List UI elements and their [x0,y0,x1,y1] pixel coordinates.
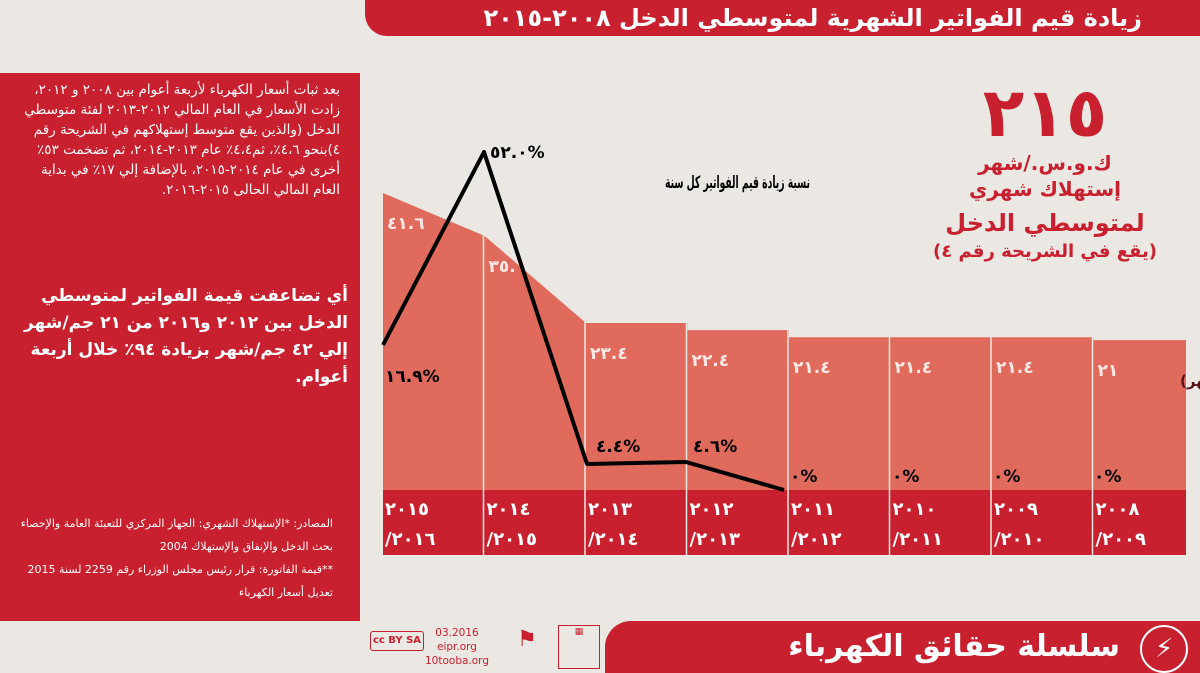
year-tick-bottom: /٢٠١٣ [690,529,741,550]
consumption-unit: ك.و.س./شهر [978,151,1112,175]
increase-value-label: ٠% [993,467,1020,487]
increase-value-label: ٠% [892,467,919,487]
year-tick-bottom: /٢٠١٤ [588,529,639,550]
year-tick-bottom: /٢٠١٢ [791,529,842,550]
footer-banner: سلسلة حقائق الكهرباء ⚡ [605,621,1200,673]
bill-value-label: ٢١.٤ [895,358,933,378]
consumption-value: ٢١٥ [982,74,1108,153]
eipr-logo: ⚑ [517,627,537,652]
increase-value-label: ٤.٤% [596,437,640,457]
bill-series-label: قيم الفواتير (جم/شهر) [1180,372,1200,390]
year-tick-bottom: /٢٠١١ [893,529,944,550]
year-tick-top: ٢٠١٤ [487,499,531,520]
increase-value-label: ٠% [790,467,817,487]
footer: cc BY SA 03.2016 eipr.org 10tooba.org ⚑ … [360,621,1200,673]
left-panel [0,73,360,621]
bill-value-label: ٣٥.٦ [489,257,527,277]
intro-text: بعد ثبات أسعار الكهرباء لأربعة أعوام بين… [24,82,340,198]
cc-license-icon[interactable]: cc BY SA [370,631,424,651]
title-bar: زيادة قيم الفواتير الشهرية لمتوسطي الدخل… [365,0,1200,36]
year-tick-bottom: /٢٠١٦ [385,529,436,550]
consumption-box: ٢١٥ ك.و.س./شهر إستهلاك شهري لمتوسطي الدخ… [900,78,1190,264]
year-tick-bottom: /٢٠٠٩ [1096,529,1147,550]
page-title: زيادة قيم الفواتير الشهرية لمتوسطي الدخل… [483,4,1143,32]
consumption-label: إستهلاك شهري [968,177,1121,201]
bill-chart: ٤١.٦ ٣٥.٦ ٢٣.٤ ٢٢.٤ ٢١.٤ ٢١.٤ ٢١.٤ ٢١ قيم الفوات… [381,143,1200,555]
year-tick-top: ٢٠١٣ [588,499,632,520]
source-bill: **قيمة الفاتورة: قرار رئيس مجلس الوزراء … [27,563,333,599]
year-tick-bottom: /٢٠١٠ [994,529,1045,550]
bill-value-label: ٢٣.٤ [590,344,628,364]
year-tick-bottom: /٢٠١٥ [487,529,538,550]
bill-value-label: ٢١ [1098,361,1119,381]
year-tick-top: ٢٠٠٨ [1096,499,1140,520]
bill-value-label: ٢١.٤ [996,358,1034,378]
increase-value-label: ٤.٦% [693,437,737,457]
increase-line [381,150,785,492]
footer-date: 03.2016 [435,627,479,639]
footer-meta: 03.2016 eipr.org 10tooba.org [425,626,489,668]
increase-value-label: ١٦.٩% [385,367,440,387]
bill-value-label: ٤١.٦ [387,214,425,234]
year-tick-top: ٢٠١٥ [385,499,429,520]
year-axis-bar [383,490,1186,555]
consumption-group: لمتوسطي الدخل [945,209,1145,237]
footer-site-eipr[interactable]: eipr.org [437,641,477,653]
source-consumption: المصادر: *الإستهلاك الشهري: الجهاز المرك… [20,517,333,553]
sources: المصادر: *الإستهلاك الشهري: الجهاز المرك… [8,512,333,604]
footer-site-tooba[interactable]: 10tooba.org [425,655,489,667]
bill-area [383,193,1186,490]
consumption-note: (يقع في الشريحة رقم ٤) [933,241,1157,262]
increase-value-label: ٠% [1094,467,1121,487]
bill-value-label: ٢٢.٤ [692,351,730,371]
year-tick-top: ٢٠١١ [791,499,835,520]
tooba-logo: ▦ [558,625,600,669]
summary-text: أي تضاعفت قيمة الفواتير لمتوسطي الدخل بي… [23,286,348,387]
year-tick-top: ٢٠٠٩ [994,499,1038,520]
year-tick-top: ٢٠١٢ [690,499,734,520]
series-name: سلسلة حقائق الكهرباء [788,629,1120,664]
power-tower-icon: ⚡ [1140,625,1188,673]
increase-value-label: ٥٢.٠% [490,143,545,163]
bill-value-label: ٢١.٤ [793,358,831,378]
increase-series-label: نسبة زيادة قيم الفواتير كل سنة [665,173,810,193]
year-tick-top: ٢٠١٠ [893,499,937,520]
